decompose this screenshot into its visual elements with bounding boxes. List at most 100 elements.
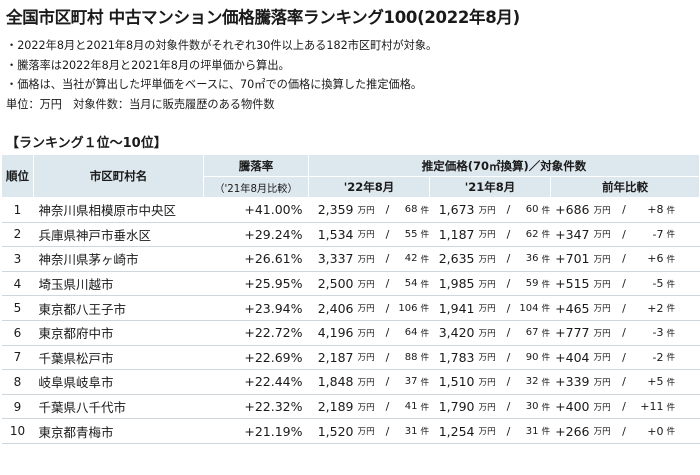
- unit-ken: 件: [539, 222, 551, 248]
- price-diff: +465: [550, 295, 591, 321]
- rank-cell: 5: [1, 295, 34, 321]
- unit-ken: 件: [539, 271, 551, 297]
- count-2021: 32: [515, 369, 540, 395]
- count-2021: 30: [515, 394, 540, 420]
- count-2022: 88: [394, 345, 419, 371]
- unit-ken: 件: [539, 369, 551, 395]
- change-rate: +21.19%: [203, 418, 309, 444]
- price-diff: +400: [550, 394, 591, 420]
- city-name: 埼玉県川越市: [33, 271, 204, 297]
- rank-cell: 9: [1, 394, 34, 420]
- unit-ken: 件: [664, 369, 700, 395]
- rank-cell: 7: [1, 345, 34, 371]
- unit-man-yen: 万円: [590, 295, 617, 321]
- unit-man-yen: 万円: [590, 197, 617, 223]
- count-diff: +2: [631, 295, 665, 321]
- change-rate: +25.95%: [203, 271, 309, 297]
- unit-ken: 件: [539, 320, 551, 346]
- price-2021: 1,783: [429, 345, 476, 371]
- unit-ken: 件: [418, 222, 430, 248]
- unit-man-yen: 万円: [475, 246, 502, 272]
- header-price-group: 推定価格(70㎡換算)／対象件数: [307, 154, 700, 177]
- unit-ken: 件: [664, 271, 700, 297]
- unit-man-yen: 万円: [590, 246, 617, 272]
- separator: /: [616, 197, 632, 223]
- price-2022: 4,196: [308, 320, 355, 346]
- rank-cell: 6: [1, 320, 34, 346]
- city-name: 東京都府中市: [33, 320, 204, 346]
- unit-man-yen: 万円: [590, 222, 617, 248]
- header-2021-aug: '21年8月: [429, 176, 551, 198]
- table-row: 9 千葉県八千代市 +22.32% 2,189 万円/41 件 1,790 万円/30 件 +40…: [1, 394, 700, 420]
- change-rate: +22.32%: [203, 394, 309, 420]
- price-diff: +515: [550, 271, 591, 297]
- table-row: 7 千葉県松戸市 +22.69% 2,187 万円/88 件 1,783 万円/90 件 +404…: [1, 345, 700, 371]
- unit-man-yen: 万円: [590, 320, 617, 346]
- unit-man-yen: 万円: [590, 394, 617, 420]
- separator: /: [380, 345, 395, 371]
- separator: /: [501, 369, 516, 395]
- rank-cell: 8: [1, 369, 34, 395]
- price-diff: +339: [550, 369, 591, 395]
- unit-man-yen: 万円: [475, 394, 502, 420]
- unit-ken: 件: [418, 369, 430, 395]
- note-line: ・2022年8月と2021年8月の対象件数がそれぞれ30件以上ある182市区町村…: [6, 39, 438, 52]
- unit-ken: 件: [539, 246, 551, 272]
- table-row: 1 神奈川県相模原市中央区 +41.00% 2,359 万円/68 件 1,673 万円/60…: [1, 197, 700, 223]
- count-2021: 62: [515, 222, 540, 248]
- change-rate: +29.24%: [203, 222, 309, 248]
- rank-cell: 10: [1, 418, 34, 444]
- change-rate: +22.44%: [203, 369, 309, 395]
- count-2022: 41: [394, 394, 419, 420]
- count-diff: +6: [631, 246, 665, 272]
- header-rate: 騰落率: [203, 154, 309, 177]
- separator: /: [616, 295, 632, 321]
- unit-man-yen: 万円: [475, 345, 502, 371]
- separator: /: [380, 418, 395, 444]
- change-rate: +41.00%: [203, 197, 309, 223]
- unit-man-yen: 万円: [590, 345, 617, 371]
- count-diff: +5: [631, 369, 665, 395]
- separator: /: [501, 295, 516, 321]
- price-2022: 2,500: [308, 271, 355, 297]
- change-rate: +23.94%: [203, 295, 309, 321]
- page-title: 全国市区町村 中古マンション価格騰落率ランキング100(2022年8月): [6, 8, 520, 27]
- unit-ken: 件: [664, 197, 700, 223]
- note-line: 単位：万円 対象件数：当月に販売履歴のある物件数: [6, 97, 275, 111]
- unit-ken: 件: [418, 295, 430, 321]
- count-2021: 36: [515, 246, 540, 272]
- separator: /: [380, 222, 395, 248]
- note-line: ・騰落率は2022年8月と2021年8月の坪単価から算出。: [6, 58, 290, 72]
- price-2021: 1,790: [429, 394, 476, 420]
- separator: /: [616, 394, 632, 420]
- unit-ken: 件: [418, 197, 430, 223]
- unit-ken: 件: [418, 271, 430, 297]
- count-2021: 104: [515, 295, 540, 321]
- count-2021: 31: [515, 418, 540, 444]
- unit-man-yen: 万円: [590, 369, 617, 395]
- unit-man-yen: 万円: [354, 320, 381, 346]
- unit-ken: 件: [539, 295, 551, 321]
- change-rate: +22.69%: [203, 345, 309, 371]
- separator: /: [501, 345, 516, 371]
- unit-man-yen: 万円: [590, 271, 617, 297]
- separator: /: [380, 271, 395, 297]
- separator: /: [380, 369, 395, 395]
- unit-man-yen: 万円: [475, 222, 502, 248]
- price-diff: +777: [550, 320, 591, 346]
- unit-ken: 件: [418, 246, 430, 272]
- note-line: ・価格は、当社が算出した坪単価をベースに、70㎡での価格に換算した推定価格。: [6, 78, 423, 91]
- unit-man-yen: 万円: [354, 222, 381, 248]
- unit-ken: 件: [539, 345, 551, 371]
- unit-ken: 件: [539, 394, 551, 420]
- count-diff: -2: [631, 345, 665, 371]
- count-diff: +11: [631, 394, 665, 420]
- price-2021: 1,941: [429, 295, 476, 321]
- unit-ken: 件: [664, 320, 700, 346]
- price-diff: +701: [550, 246, 591, 272]
- count-diff: +0: [631, 418, 665, 444]
- price-2022: 2,189: [308, 394, 355, 420]
- unit-man-yen: 万円: [475, 295, 502, 321]
- count-2021: 90: [515, 345, 540, 371]
- rank-cell: 3: [1, 246, 34, 272]
